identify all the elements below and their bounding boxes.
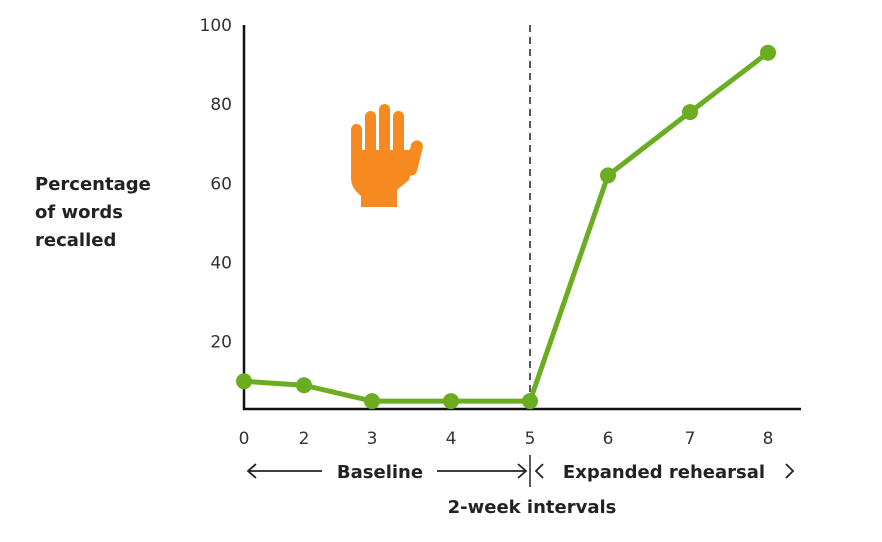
raised-hand-icon	[351, 104, 423, 207]
y-tick-label: 40	[210, 254, 232, 274]
y-tick-label: 80	[210, 95, 232, 115]
y-tick-label: 100	[200, 16, 232, 36]
arrow-right-icon	[785, 463, 795, 479]
data-point	[443, 393, 459, 410]
x-tick-label: 2	[299, 429, 310, 449]
data-point	[760, 44, 776, 61]
x-tick-label: 0	[239, 429, 250, 449]
phase-label-expanded-rehearsal: Expanded rehearsal	[563, 462, 765, 483]
arrow-right-icon	[517, 463, 528, 479]
y-tick-label: 20	[210, 333, 232, 353]
x-axis-label: 2-week intervals	[448, 497, 617, 518]
y-tick-label: 60	[210, 174, 232, 194]
data-point	[522, 393, 538, 410]
y-axis-label-line-2: of words	[35, 202, 123, 223]
data-point	[682, 104, 698, 121]
arrow-left-icon	[246, 463, 257, 479]
x-tick-label: 8	[763, 429, 774, 449]
x-tick-label: 3	[367, 429, 378, 449]
arrow-left-icon	[534, 463, 544, 479]
phase-label-baseline: Baseline	[337, 462, 423, 483]
x-tick-label: 5	[525, 429, 536, 449]
x-tick-label: 7	[685, 429, 696, 449]
data-point	[236, 373, 252, 390]
data-point	[296, 377, 312, 394]
x-tick-label: 6	[603, 429, 614, 449]
data-point	[364, 393, 380, 410]
y-axis-label-line-1: Percentage	[35, 174, 151, 195]
y-axis-label-line-3: recalled	[35, 230, 116, 251]
data-point	[600, 167, 616, 184]
series-line	[243, 50, 770, 404]
x-tick-label: 4	[446, 429, 457, 449]
